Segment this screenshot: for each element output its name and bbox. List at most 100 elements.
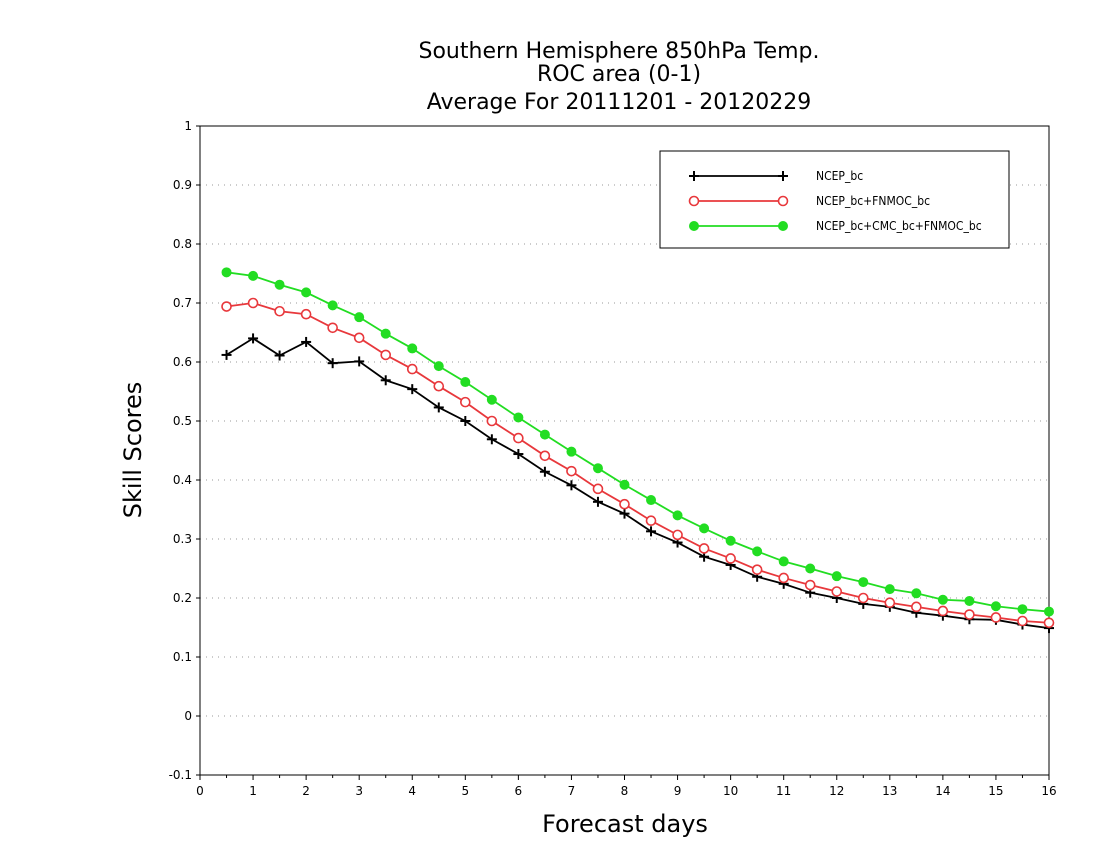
data-point [460,396,471,408]
data-point [698,543,710,554]
data-point [566,465,577,477]
data-point [752,546,763,557]
data-point [804,579,816,591]
data-point [592,483,604,495]
data-point [964,609,975,620]
legend-box [659,150,1010,249]
data-point [274,305,285,317]
data-point [406,363,418,375]
data-point [486,394,497,405]
x-tick-label: 14 [935,784,950,798]
x-tick-label: 2 [302,784,310,798]
axis-ticks: -0.100.10.20.30.40.50.60.70.80.910 1 2 3 4 5 6… [169,119,1057,798]
y-axis-title: Skill Scores [119,382,147,519]
y-tick-label: -0.1 [169,768,192,782]
x-tick-label: 11 [776,784,791,798]
chart-title-line-1: Southern Hemisphere 850hPa Temp. [419,39,820,64]
data-point [858,577,869,588]
data-point [221,301,232,312]
data-point [1017,615,1028,627]
x-tick-label: 5 [461,784,469,798]
data-point [1043,617,1055,629]
x-tick-label: 12 [829,784,844,798]
legend-entry: NCEP_bc+FNMOC_bc [688,194,930,208]
data-point [672,529,683,541]
y-tick-label: 0.4 [173,473,192,487]
data-point [831,586,843,597]
data-point [646,495,657,506]
data-point [884,584,895,595]
y-tick-label: 0 [184,709,192,723]
legend-label: NCEP_bc+FNMOC_bc [816,194,930,208]
x-tick-label: 15 [988,784,1003,798]
data-point [221,267,232,278]
data-point [486,415,498,427]
data-point [911,588,922,599]
data-point [539,429,550,440]
chart-title-line-2: ROC area (0-1) [537,62,701,87]
data-point [964,595,975,606]
data-point [566,446,577,457]
data-point [805,563,816,574]
x-tick-label: 1 [249,784,257,798]
data-point [354,312,365,323]
data-point [619,498,630,510]
series-line [226,271,1050,613]
y-tick-label: 0.2 [173,591,192,605]
series-line [226,302,1050,624]
data-point [327,322,338,334]
data-point [513,432,524,444]
data-point [831,571,842,582]
data-point [689,221,699,231]
data-point [777,195,789,207]
x-tick-label: 8 [621,784,629,798]
series-3 [221,267,1054,617]
data-point [911,601,922,613]
x-tick-label: 6 [515,784,523,798]
data-point [725,535,736,546]
data-point [433,361,444,372]
x-tick-label: 13 [882,784,897,798]
series-1 [221,333,1054,634]
data-point [274,279,285,290]
legend-entry: NCEP_bc [689,169,863,183]
series-2 [221,297,1055,629]
data-point [937,594,948,605]
grid [200,184,1049,717]
data-point [1044,606,1054,617]
x-tick-label: 4 [408,784,416,798]
data-point [778,221,788,231]
data-point [301,287,312,298]
series-line [226,337,1050,629]
x-tick-label: 0 [196,784,204,798]
x-tick-label: 16 [1041,784,1056,798]
y-tick-label: 0.7 [173,296,192,310]
legend-entry: NCEP_bc+CMC_bc+FNMOC_bc [689,219,982,233]
data-point [725,553,736,564]
data-point [672,510,683,521]
x-tick-label: 3 [355,784,363,798]
data-point [778,556,789,567]
data-point [247,297,259,309]
data-point [380,328,391,339]
data-point [778,572,789,584]
data-point [327,300,338,311]
x-axis-title: Forecast days [542,810,708,838]
data-point [592,463,603,474]
y-tick-label: 0.1 [173,650,192,664]
legend-label: NCEP_bc+CMC_bc+FNMOC_bc [816,219,982,233]
y-tick-label: 0.8 [173,237,192,251]
y-tick-label: 0.5 [173,414,192,428]
y-tick-label: 0.6 [173,355,192,369]
data-point [990,601,1001,612]
data-point [407,343,418,354]
data-point [751,564,763,575]
data-point [248,270,259,281]
data-point [353,332,365,344]
data-point [884,597,896,609]
data-point [1017,604,1028,615]
series-lines [221,267,1055,634]
data-point [300,308,312,320]
